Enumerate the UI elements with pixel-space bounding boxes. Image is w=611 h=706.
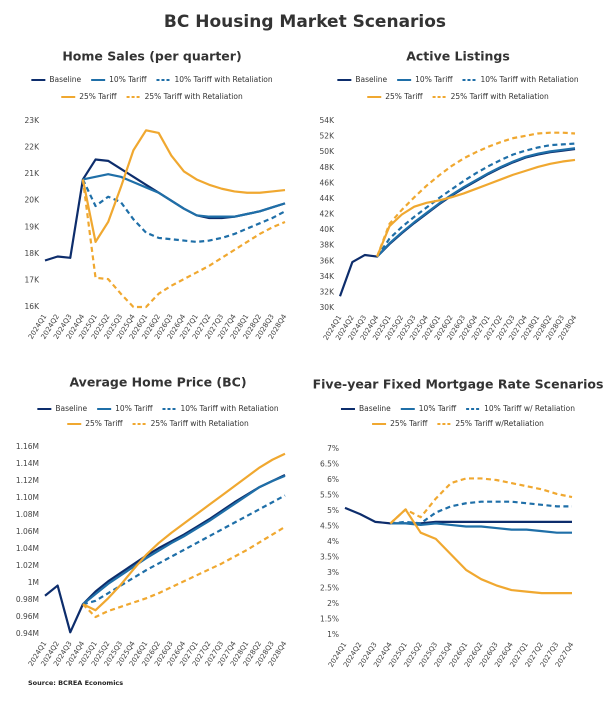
y-tick-label: 34K [320, 272, 336, 281]
legend-label: Baseline [55, 404, 87, 413]
source: Source: BCREA Economics [28, 679, 123, 687]
series-line [376, 131, 576, 257]
series-line [82, 525, 286, 619]
series-line [389, 508, 572, 595]
figure-title: BC Housing Market Scenarios [164, 12, 446, 32]
y-tick-label: 1.10M [16, 493, 39, 502]
legend-label: 25% Tariff with Retaliation [451, 92, 549, 101]
chart-title: Five-year Fixed Mortgage Rate Scenarios [313, 377, 604, 392]
y-tick-label: 42K [320, 210, 336, 219]
chart-title: Average Home Price (BC) [69, 375, 246, 390]
y-tick-label: 46K [320, 178, 336, 187]
series-line [376, 147, 576, 258]
series-line [81, 129, 286, 243]
y-tick-label: 48K [320, 163, 336, 172]
legend-label: 10% Tariff with Retaliation [480, 75, 578, 84]
legend-label: 10% Tariff [415, 75, 453, 84]
y-tick-label: 3% [327, 568, 339, 577]
y-tick-label: 2.5% [320, 584, 339, 593]
y-tick-label: 4% [327, 537, 339, 546]
y-tick-label: 16K [25, 302, 41, 311]
y-tick-label: 0.94M [16, 629, 39, 638]
y-tick-label: 21K [25, 169, 41, 178]
legend-label: 10% Tariff [115, 404, 153, 413]
legend-label: 25% Tariff [79, 92, 117, 101]
legend-label: 25% Tariff w/Retaliation [455, 419, 544, 428]
chart-title: Home Sales (per quarter) [62, 49, 241, 64]
y-tick-label: 52K [320, 132, 336, 141]
y-tick-label: 6.5% [320, 460, 339, 469]
legend-label: Baseline [355, 75, 387, 84]
series-line [82, 452, 286, 612]
y-tick-label: 36K [320, 256, 336, 265]
legend-label: 25% Tariff with Retaliation [151, 419, 249, 428]
y-tick-label: 1.5% [320, 615, 339, 624]
y-tick-label: 3.5% [320, 553, 339, 562]
y-tick-label: 1.04M [16, 544, 39, 553]
y-tick-label: 30K [320, 303, 336, 312]
y-tick-label: 0.96M [16, 612, 39, 621]
y-tick-label: 5% [327, 506, 339, 515]
series-line [390, 522, 572, 534]
y-tick-label: 19K [25, 222, 41, 231]
series-line [344, 506, 572, 525]
legend-label: Baseline [359, 404, 391, 413]
legend-label: 10% Tariff [419, 404, 457, 413]
y-tick-label: 5.5% [320, 491, 339, 500]
y-tick-label: 18K [25, 249, 41, 258]
y-tick-label: 54K [320, 116, 336, 125]
series-line [82, 173, 286, 218]
legend-label: 25% Tariff [385, 92, 423, 101]
y-tick-label: 1.06M [16, 527, 39, 536]
y-tick-label: 40K [320, 225, 336, 234]
series-line [376, 158, 576, 257]
y-tick-label: 6% [327, 475, 339, 484]
legend-label: Baseline [49, 75, 81, 84]
chart-title: Active Listings [406, 49, 510, 64]
legend-label: 10% Tariff with Retaliation [180, 404, 278, 413]
legend-label: 25% Tariff with Retaliation [145, 92, 243, 101]
y-tick-label: 50K [320, 147, 336, 156]
series-line [390, 500, 572, 525]
y-tick-label: 1.14M [16, 459, 39, 468]
y-tick-label: 7% [327, 444, 339, 453]
y-tick-label: 23K [25, 116, 41, 125]
y-tick-label: 17K [25, 275, 41, 284]
y-tick-label: 4.5% [320, 522, 339, 531]
y-tick-label: 22K [25, 143, 41, 152]
y-tick-label: 1.02M [16, 561, 39, 570]
y-tick-label: 32K [320, 287, 336, 296]
series-line [82, 474, 286, 606]
y-tick-label: 1.16M [16, 442, 39, 451]
legend-label: 10% Tariff w/ Retaliation [484, 404, 575, 413]
series-line [389, 477, 573, 525]
legend-label: 25% Tariff [390, 419, 428, 428]
legend-label: 10% Tariff with Retaliation [174, 75, 272, 84]
y-tick-label: 2% [327, 599, 339, 608]
y-tick-label: 44K [320, 194, 336, 203]
y-tick-label: 1M [28, 578, 39, 587]
y-tick-label: 1.08M [16, 510, 39, 519]
y-tick-label: 38K [320, 241, 336, 250]
y-tick-label: 0.98M [16, 595, 39, 604]
legend-label: 10% Tariff [109, 75, 147, 84]
y-tick-label: 1.12M [16, 476, 39, 485]
series-line [376, 142, 576, 258]
y-tick-label: 1% [327, 630, 339, 639]
legend-label: 25% Tariff [85, 419, 123, 428]
y-tick-label: 20K [25, 196, 41, 205]
